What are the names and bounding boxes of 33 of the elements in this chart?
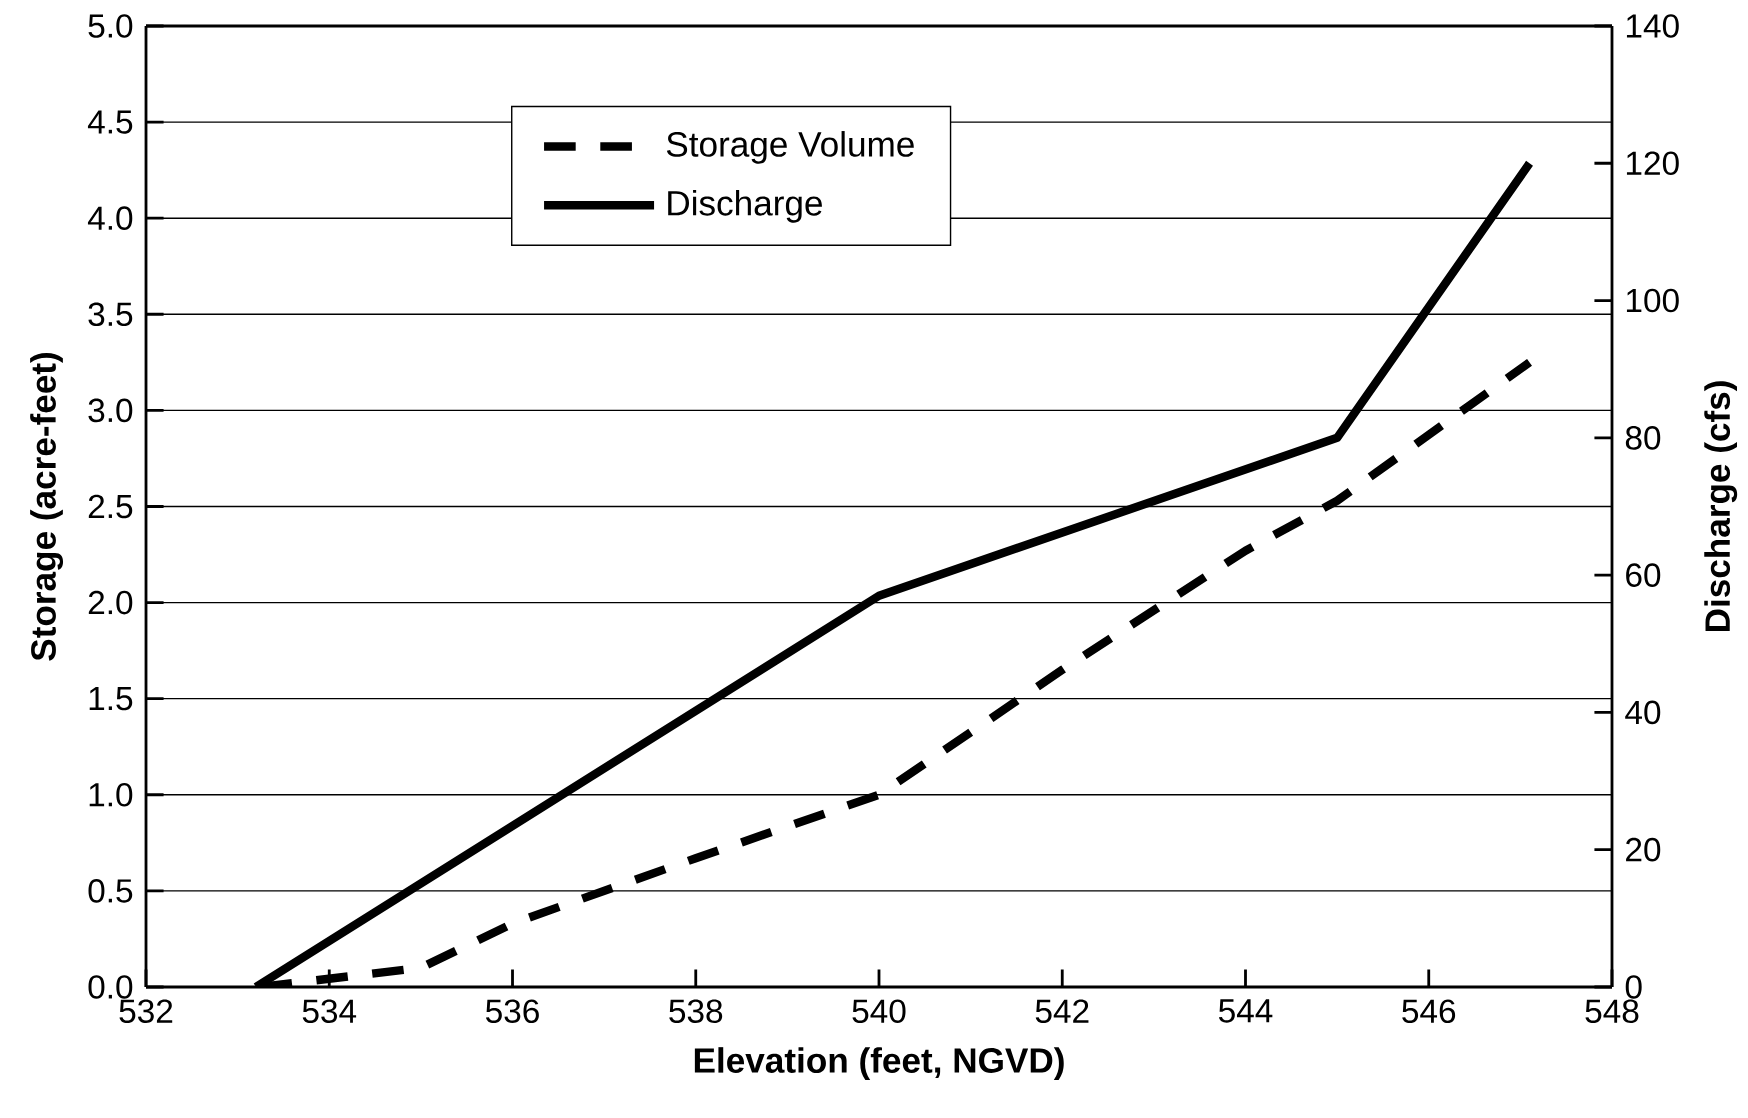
y2-axis-title: Discharge (cfs) (1704, 381, 1738, 632)
y-tick-label: 2.0 (88, 590, 133, 615)
y-tick-label: 1.0 (89, 782, 133, 807)
x-tick-label: 534 (302, 999, 357, 1024)
y2-tick-label: 80 (1625, 426, 1661, 450)
y2-tick-label: 60 (1626, 563, 1661, 587)
x-tick-label: 542 (1035, 999, 1089, 1024)
y-axis-title: Storage (acre-feet) (30, 353, 64, 661)
x-tick-label: 532 (119, 999, 173, 1024)
x-tick-label: 540 (852, 999, 906, 1024)
y2-tick-label: 40 (1625, 700, 1661, 725)
x-tick-label: 544 (1218, 999, 1273, 1023)
y2-tick-label: 20 (1626, 837, 1661, 862)
y-tick-label: 5.0 (88, 14, 133, 38)
y-tick-label: 3.0 (88, 398, 133, 423)
y-tick-label: 4.0 (87, 206, 133, 231)
y-tick-label: 3.5 (88, 302, 133, 327)
y-tick-label: 4.5 (87, 110, 133, 134)
y-tick-label: 0.5 (88, 879, 133, 903)
legend-label: Storage Volume (666, 131, 914, 164)
y-tick-label: 1.5 (89, 687, 133, 711)
legend-label: Discharge (668, 189, 822, 223)
x-tick-label: 536 (485, 999, 539, 1024)
x-axis-title: Elevation (feet, NGVD) (694, 1047, 1064, 1080)
x-tick-label: 546 (1402, 999, 1456, 1024)
y2-tick-label: 120 (1626, 151, 1679, 176)
x-tick-label: 548 (1585, 999, 1639, 1024)
y2-tick-label: 100 (1626, 288, 1679, 313)
y2-tick-label: 140 (1626, 14, 1679, 38)
x-tick-label: 538 (669, 999, 723, 1024)
y-tick-label: 2.5 (88, 494, 133, 519)
y-tick-label: 0.0 (88, 975, 133, 999)
y2-tick-label: 0 (1625, 975, 1642, 999)
